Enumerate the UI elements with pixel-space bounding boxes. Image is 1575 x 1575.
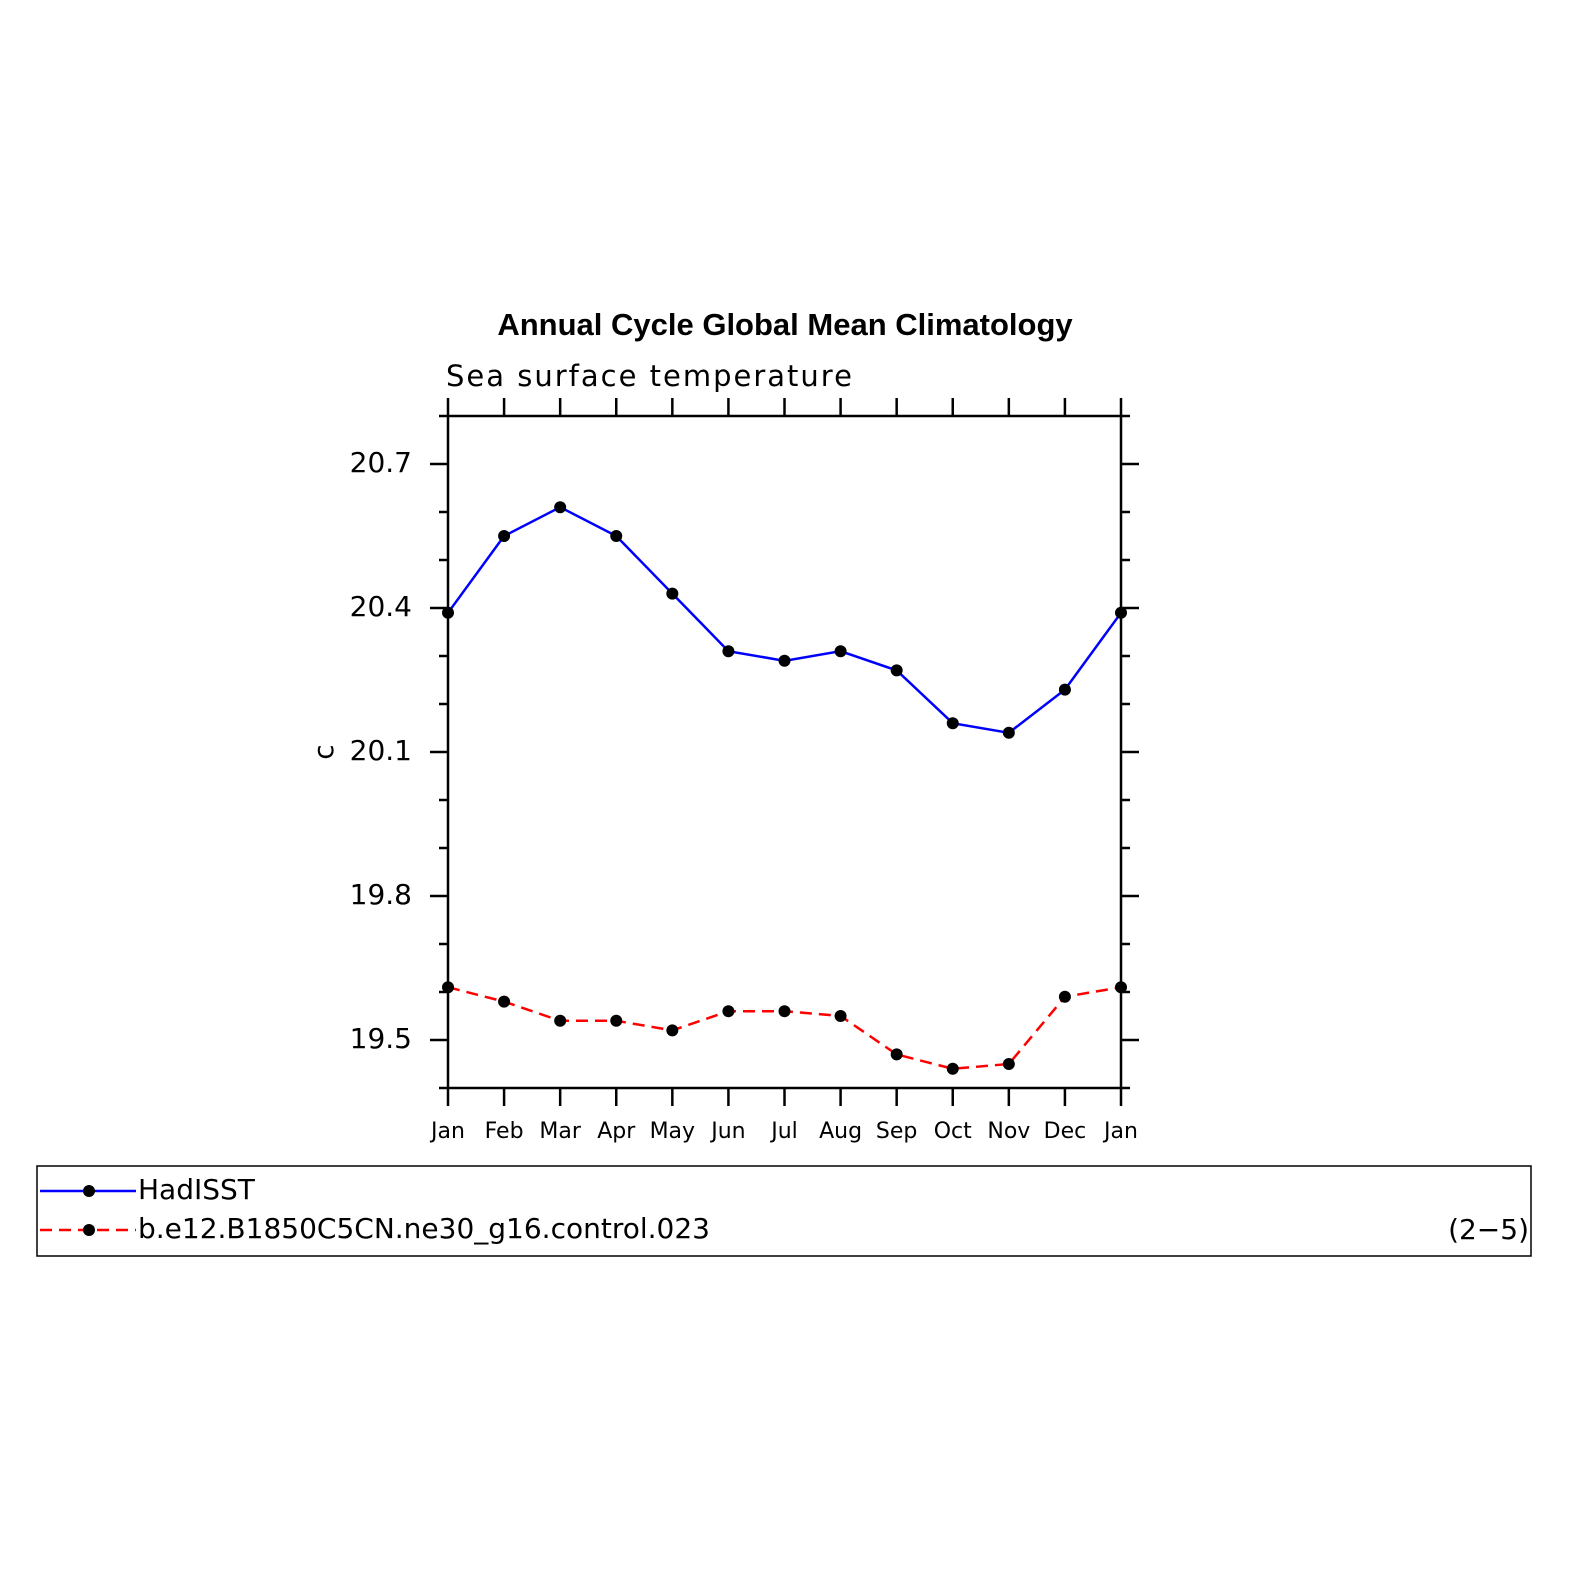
- data-point: [666, 587, 679, 600]
- legend-box: [36, 1165, 1532, 1257]
- data-point: [554, 501, 567, 514]
- data-point: [834, 645, 847, 658]
- x-tick-label: Mar: [539, 1119, 581, 1144]
- data-point: [1115, 981, 1127, 994]
- data-point: [1002, 1058, 1015, 1070]
- y-axis-label: c: [307, 744, 340, 759]
- plot-frame: [446, 414, 1123, 1090]
- data-point: [946, 717, 959, 730]
- data-point: [834, 1010, 847, 1022]
- data-point: [442, 606, 454, 619]
- y-tick-label: 20.1: [350, 734, 412, 767]
- data-point: [610, 530, 623, 542]
- x-tick-label: Nov: [987, 1119, 1030, 1144]
- chart-subtitle: Sea surface temperature: [446, 359, 854, 393]
- data-point: [890, 664, 903, 677]
- data-point: [498, 530, 511, 542]
- data-point: [1058, 990, 1071, 1003]
- x-tick-label: Aug: [819, 1119, 862, 1144]
- y-tick-label: 19.8: [350, 878, 412, 911]
- data-point: [610, 1014, 623, 1027]
- data-point: [778, 654, 791, 667]
- data-point: [722, 1005, 735, 1018]
- series-line: [447, 985, 1122, 1071]
- legend-label: HadISST: [138, 1173, 256, 1206]
- data-point: [722, 645, 735, 658]
- x-tick-label: May: [650, 1119, 695, 1144]
- x-tick-label: Jan: [1102, 1119, 1138, 1144]
- legend-label: b.e12.B1850C5CN.ne30_g16.control.023: [138, 1212, 710, 1245]
- data-point: [1115, 606, 1127, 619]
- data-point: [1002, 726, 1015, 739]
- x-tick-label: Oct: [934, 1119, 972, 1144]
- data-point: [442, 981, 454, 994]
- legend-marker: [83, 1185, 95, 1197]
- data-point: [778, 1005, 791, 1018]
- y-tick-label: 20.4: [350, 590, 412, 623]
- data-point: [666, 1024, 679, 1037]
- x-tick-label: Feb: [485, 1119, 524, 1144]
- chart-title: Annual Cycle Global Mean Climatology: [497, 307, 1073, 342]
- data-point: [498, 995, 511, 1008]
- x-tick-label: Jun: [709, 1119, 745, 1144]
- x-tick-label: Dec: [1044, 1119, 1087, 1144]
- series-line: [446, 505, 1123, 735]
- x-tick-label: Sep: [876, 1119, 917, 1144]
- x-tick-label: Apr: [597, 1119, 636, 1144]
- data-point: [1058, 683, 1071, 696]
- data-point: [890, 1048, 903, 1061]
- data-point: [946, 1062, 959, 1075]
- data-point: [554, 1014, 567, 1027]
- x-tick-label: Jul: [769, 1119, 798, 1144]
- y-tick-label: 19.5: [350, 1022, 412, 1055]
- y-tick-label: 20.7: [350, 446, 412, 479]
- x-tick-label: Jan: [429, 1119, 465, 1144]
- legend-marker: [83, 1224, 95, 1236]
- panel-label: (2−5): [1448, 1213, 1529, 1246]
